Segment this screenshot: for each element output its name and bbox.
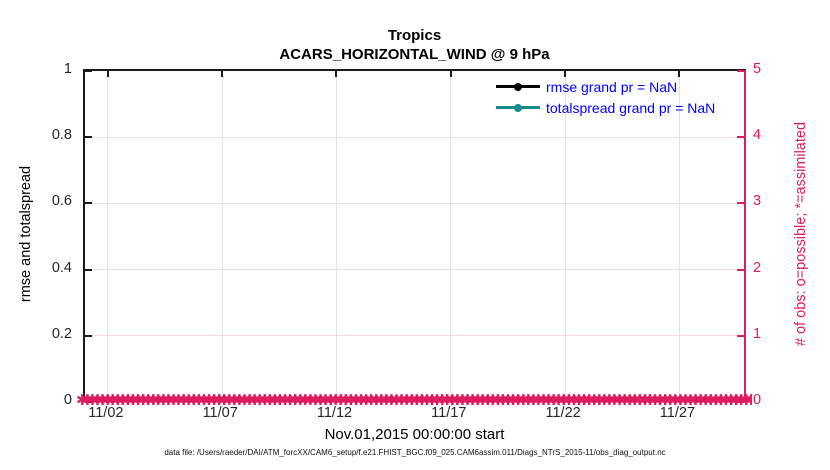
left-tick-label: 0.4 xyxy=(51,259,72,276)
legend-marker-dot xyxy=(514,82,522,91)
data-file-caption: data file: /Users/raeder/DAI/ATM_forcXX/… xyxy=(164,448,666,457)
top-tick xyxy=(335,71,338,77)
gridline-horizontal xyxy=(85,136,744,138)
legend-label: totalspread grand pr = NaN xyxy=(546,99,716,116)
x-tick-label: 11/22 xyxy=(545,405,581,421)
left-tick xyxy=(85,334,92,337)
x-tick-label: 11/02 xyxy=(88,405,124,421)
left-tick xyxy=(85,70,92,72)
right-tick xyxy=(737,136,744,139)
legend-label: rmse grand pr = NaN xyxy=(546,78,678,95)
gridline-vertical xyxy=(107,71,109,399)
gridline-horizontal xyxy=(85,335,744,337)
gridline-vertical xyxy=(450,71,452,399)
left-axis-label: rmse and totalspread xyxy=(18,165,34,303)
right-tick-label: 2 xyxy=(753,259,762,276)
legend-line-sample xyxy=(496,103,540,112)
gridline-vertical xyxy=(335,71,337,399)
top-tick xyxy=(564,71,567,77)
x-axis-label: Nov.01,2015 00:00:00 start xyxy=(324,426,505,443)
right-axis-label: # of obs: o=possible; *=assimilated xyxy=(793,121,809,347)
left-tick-label: 0.8 xyxy=(51,127,72,144)
right-tick-label: 3 xyxy=(753,193,762,210)
right-tick xyxy=(737,334,744,337)
gridline-horizontal xyxy=(85,202,744,204)
right-tick xyxy=(737,202,744,205)
legend-item-rmse: rmse grand pr = NaN xyxy=(496,76,715,97)
x-tick-label: 11/27 xyxy=(659,405,696,421)
left-tick xyxy=(85,401,92,403)
plot-subtitle: ACARS_HORIZONTAL_WIND @ 9 hPa xyxy=(279,46,550,63)
right-tick-label: 1 xyxy=(753,325,762,342)
left-tick xyxy=(85,202,92,205)
legend-item-totalspread: totalspread grand pr = NaN xyxy=(496,97,715,118)
right-tick-label: 5 xyxy=(753,61,762,77)
gridline-horizontal xyxy=(85,269,744,271)
gridline-vertical xyxy=(678,71,680,399)
right-tick-label: 0 xyxy=(753,392,762,408)
right-tick xyxy=(737,268,744,271)
plot-area xyxy=(83,69,746,403)
legend-marker-dot xyxy=(514,103,522,112)
obs-marker-band: ✱✱✱✱✱✱✱✱✱✱✱✱✱✱✱✱✱✱✱✱✱✱✱✱✱✱✱✱✱✱✱✱✱✱✱✱✱✱✱✱… xyxy=(76,394,752,407)
top-tick xyxy=(221,71,224,77)
gridline-vertical xyxy=(221,71,223,399)
top-tick xyxy=(678,71,681,77)
plot-title: Tropics xyxy=(387,27,442,44)
left-tick-label: 0.6 xyxy=(51,193,72,210)
left-tick xyxy=(85,136,92,139)
x-tick-label: 11/07 xyxy=(202,405,238,421)
left-tick-label: 1 xyxy=(63,61,72,77)
left-tick xyxy=(85,268,92,271)
gridline-vertical xyxy=(564,71,566,399)
left-tick-label: 0.2 xyxy=(51,325,72,342)
legend-line-sample xyxy=(496,82,540,91)
top-tick xyxy=(449,71,452,77)
legend: rmse grand pr = NaN totalspread grand pr… xyxy=(496,76,715,118)
x-tick-label: 11/12 xyxy=(316,405,353,421)
right-tick xyxy=(737,401,744,403)
right-tick-label: 4 xyxy=(753,127,762,144)
top-tick xyxy=(106,71,109,77)
left-tick-label: 0 xyxy=(63,392,72,408)
right-tick xyxy=(737,70,744,72)
x-tick-label: 11/17 xyxy=(431,405,467,421)
